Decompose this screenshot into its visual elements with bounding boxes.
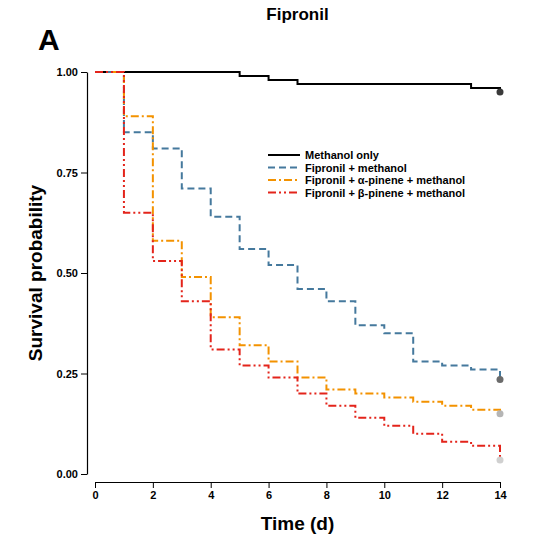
y-axis-line: [87, 73, 88, 475]
series-line: [95, 72, 500, 414]
y-tick-label: 1.00: [57, 66, 78, 78]
series-line: [95, 72, 500, 460]
x-tick: 12: [437, 482, 449, 501]
x-tick-label: 12: [437, 489, 449, 501]
legend-swatch: [268, 154, 300, 156]
end-marker: [497, 89, 504, 96]
y-tick-mark: [81, 374, 87, 375]
end-marker: [497, 410, 504, 417]
y-tick-label: 0.75: [57, 167, 78, 179]
series-line: [95, 72, 500, 92]
y-tick: 0.75: [57, 167, 87, 179]
y-tick: 0.00: [57, 468, 87, 480]
legend-label: Fipronil + β-pinene + methanol: [305, 187, 465, 199]
y-tick-label: 0.00: [57, 468, 78, 480]
x-tick-mark: [269, 482, 270, 488]
x-tick-label: 10: [379, 489, 391, 501]
x-axis-title: Time (d): [261, 513, 335, 534]
y-axis: 0.00 0.25 0.50 0.75 1.00: [57, 66, 88, 480]
title: Fipronil: [266, 5, 328, 24]
y-tick: 1.00: [57, 66, 87, 78]
end-marker: [497, 456, 504, 463]
x-tick-label: 6: [266, 489, 272, 501]
x-tick: 8: [324, 482, 330, 501]
legend: Methanol onlyFipronil + methanolFipronil…: [268, 149, 465, 199]
series-line: [95, 72, 500, 380]
plot-area: [95, 72, 504, 463]
x-tick-label: 4: [208, 489, 215, 501]
x-tick: 4: [208, 482, 215, 501]
y-tick: 0.25: [57, 368, 87, 380]
x-tick-mark: [326, 482, 327, 488]
panel-label: A: [38, 23, 60, 56]
x-tick: 6: [266, 482, 272, 501]
y-tick-mark: [81, 474, 87, 475]
y-tick: 0.50: [57, 267, 87, 279]
y-axis-title: Survival probability: [25, 184, 46, 361]
x-tick: 2: [150, 482, 156, 501]
x-tick: 10: [379, 482, 391, 501]
x-tick-label: 14: [494, 489, 507, 501]
x-tick: 0: [92, 482, 98, 501]
legend-swatch: [268, 167, 300, 169]
x-tick-mark: [442, 482, 443, 488]
x-tick-mark: [384, 482, 385, 488]
x-tick: 14: [494, 482, 507, 501]
legend-swatch: [268, 192, 300, 194]
legend-label: Fipronil + α-pinene + methanol: [305, 174, 465, 186]
x-tick-mark: [500, 482, 501, 488]
x-tick-mark: [153, 482, 154, 488]
legend-label: Fipronil + methanol: [305, 162, 407, 174]
x-tick-mark: [95, 482, 96, 488]
x-axis: 0 2 4 6 8 10 12 14: [92, 482, 507, 501]
x-tick-label: 2: [150, 489, 156, 501]
x-tick-label: 8: [324, 489, 330, 501]
y-tick-mark: [81, 173, 87, 174]
chart: A Fipronil 0.00 0.25 0.50 0.75 1.00 0 2 4 6 8 10 12 14…: [0, 0, 534, 550]
legend-label: Methanol only: [305, 149, 380, 161]
x-axis-line: [96, 482, 501, 483]
y-tick-mark: [81, 273, 87, 274]
y-tick-label: 0.50: [57, 267, 78, 279]
legend-swatch: [268, 179, 300, 181]
y-tick-mark: [81, 72, 87, 73]
end-marker: [497, 376, 504, 383]
x-tick-mark: [211, 482, 212, 488]
x-tick-label: 0: [92, 489, 98, 501]
y-tick-label: 0.25: [57, 368, 78, 380]
